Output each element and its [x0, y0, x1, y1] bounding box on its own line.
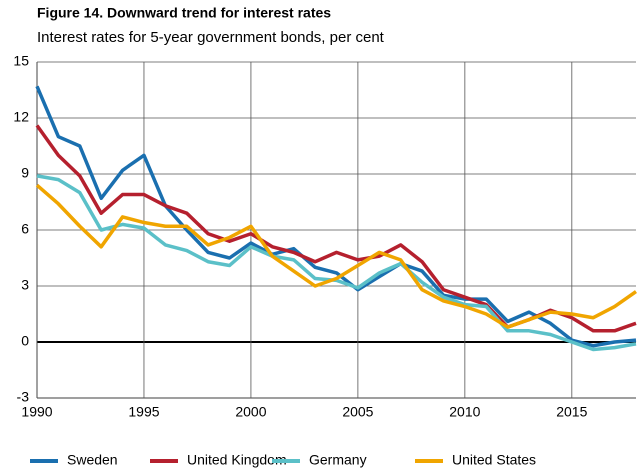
legend-label: Germany — [309, 452, 367, 468]
x-tick-label: 2010 — [449, 404, 480, 420]
y-tick-label: 3 — [21, 277, 29, 293]
series-line — [35, 85, 637, 348]
y-tick-label: 15 — [13, 53, 29, 69]
series-line — [35, 124, 637, 333]
x-tick-label: 1995 — [128, 404, 159, 420]
x-tick-label: 2000 — [235, 404, 266, 420]
y-tick-label: 0 — [21, 333, 29, 349]
legend-label: United Kingdom — [187, 452, 287, 468]
y-tick-label: 12 — [13, 109, 29, 125]
x-tick-label: 2015 — [556, 404, 587, 420]
x-tick-label: 1990 — [21, 404, 52, 420]
y-tick-label: 9 — [21, 165, 29, 181]
y-tick-label: 6 — [21, 221, 29, 237]
legend-label: Sweden — [67, 452, 118, 468]
chart-title: Figure 14. Downward trend for interest r… — [37, 5, 331, 21]
series-line — [36, 174, 637, 352]
y-tick-label: -3 — [17, 389, 30, 405]
series-line — [35, 183, 638, 329]
chart-subtitle: Interest rates for 5-year government bon… — [37, 29, 385, 46]
x-tick-label: 2005 — [342, 404, 373, 420]
legend-label: United States — [452, 452, 536, 468]
